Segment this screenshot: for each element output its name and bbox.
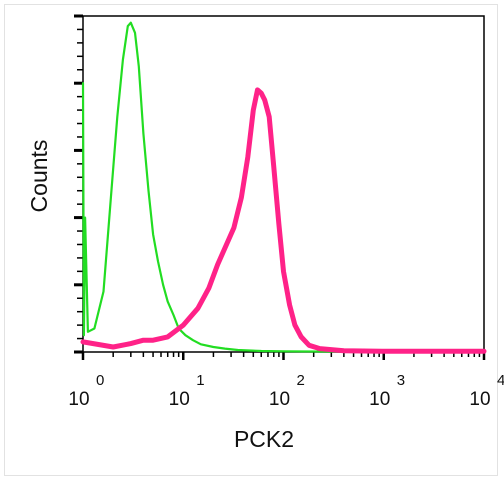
y-axis-title: Counts: [26, 140, 52, 213]
x-tick-label-exponent: 0: [96, 372, 104, 389]
x-tick-label-exponent: 4: [497, 372, 504, 389]
x-axis-title: PCK2: [234, 426, 294, 452]
series-layer: [80, 21, 487, 354]
x-tick-label-base: 10: [269, 389, 290, 410]
x-tick-label-exponent: 1: [196, 372, 204, 389]
plot-border: [82, 15, 485, 353]
x-tick-label-exponent: 2: [297, 372, 305, 389]
series-line-1: [81, 21, 486, 353]
x-tick-label-base: 10: [469, 389, 490, 410]
x-tick-label-base: 10: [369, 389, 390, 410]
x-tick-label-base: 10: [68, 389, 89, 410]
x-tick-label-base: 10: [169, 389, 190, 410]
x-tick-labels: 10 0 10 1 10 2 10 3 10 4: [68, 372, 504, 410]
plot-axes: [74, 14, 486, 360]
x-tick-label-exponent: 3: [397, 372, 405, 389]
series-line-2: [80, 87, 487, 354]
